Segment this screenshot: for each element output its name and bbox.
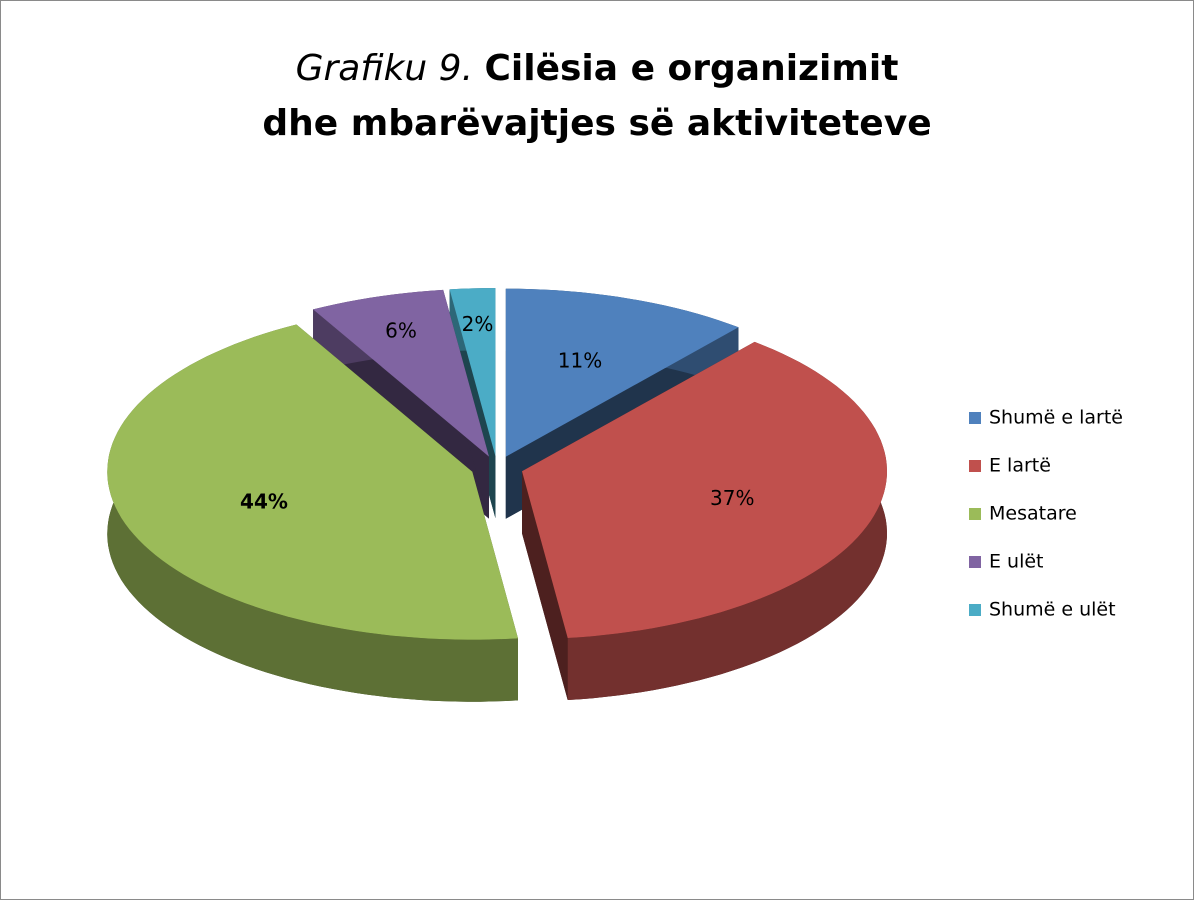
title-text: Cilësia e organizimit: [484, 48, 898, 89]
chart-title-line2: dhe mbarëvajtjes së aktiviteteve: [262, 103, 931, 144]
legend-label: E lartë: [989, 455, 1051, 477]
slice-top: [107, 324, 519, 640]
data-label: 2%: [462, 312, 494, 336]
legend-marker: [969, 460, 981, 472]
slice-wall: [107, 324, 519, 702]
legend-label: E ulët: [989, 551, 1044, 573]
slice-top: [449, 288, 496, 457]
chart-title: Grafiku 9. Cilësia e organizimit: [296, 48, 899, 89]
data-label: 11%: [558, 348, 602, 372]
legend-marker: [969, 412, 981, 424]
legend-label: Shumë e ulët: [989, 599, 1116, 621]
legend-marker: [969, 556, 981, 568]
pie-slice: [522, 341, 887, 700]
slice-wall: [567, 341, 887, 700]
legend-marker: [969, 508, 981, 520]
slice-side: [522, 471, 568, 700]
legend-marker: [969, 604, 981, 616]
pie-slice: [107, 324, 519, 702]
slice-top: [505, 288, 739, 457]
slice-top: [313, 289, 489, 457]
slice-top: [522, 341, 887, 638]
legend-label: Mesatare: [989, 503, 1077, 525]
data-label: 6%: [385, 318, 417, 342]
legend-label: Shumë e lartë: [989, 407, 1123, 429]
data-label: 37%: [710, 486, 754, 510]
data-label: 44%: [240, 489, 288, 513]
title-prefix: Grafiku 9.: [296, 48, 473, 89]
